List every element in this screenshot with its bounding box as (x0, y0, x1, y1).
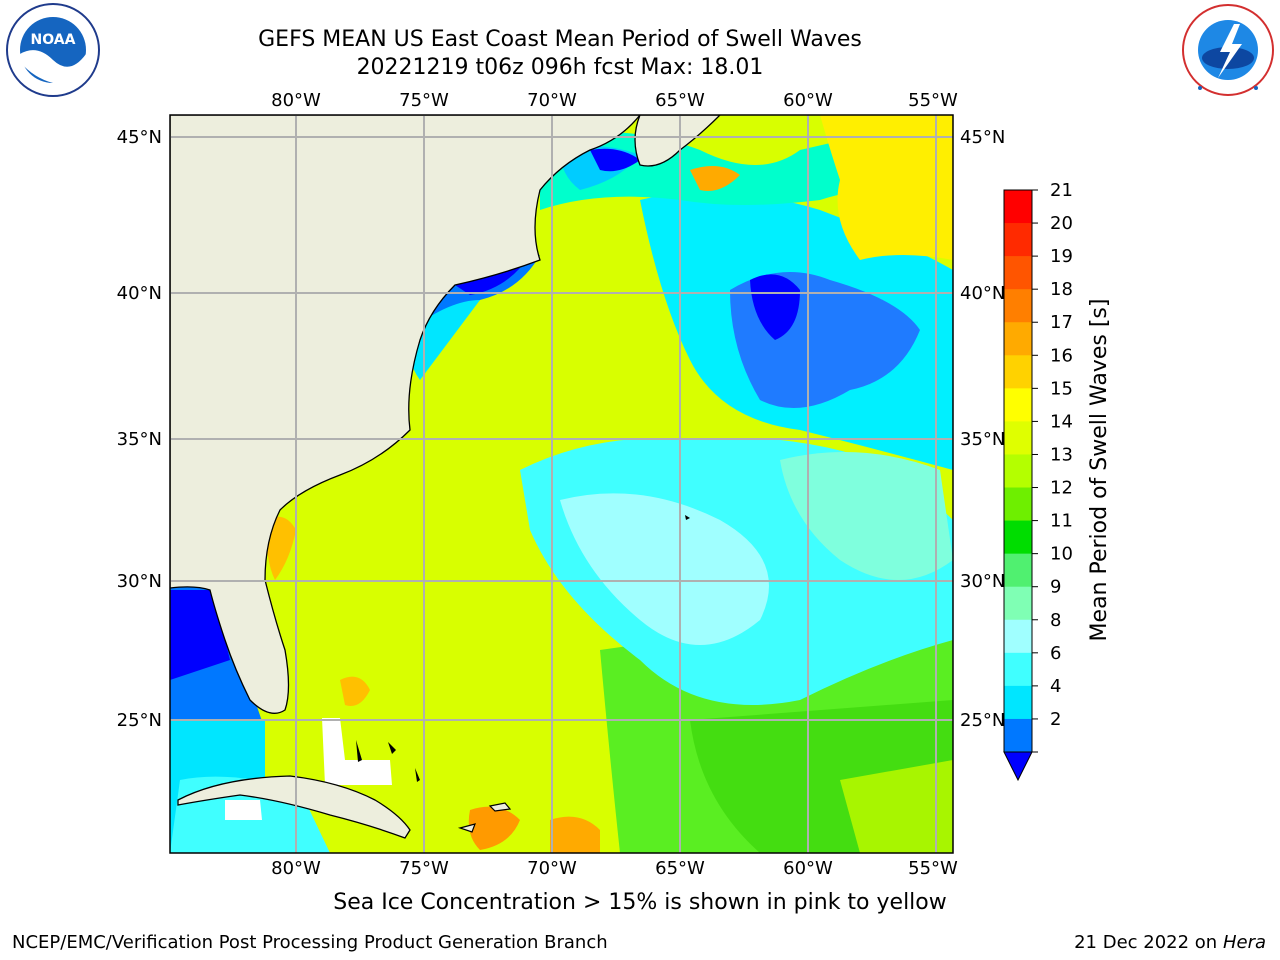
colorbar-tick-label: 17 (1050, 312, 1073, 333)
lat-tick-right: 45°N (960, 127, 1005, 148)
colorbar-tick-label: 8 (1050, 610, 1061, 631)
colorbar-segment (1004, 355, 1032, 389)
colorbar-segment (1004, 421, 1032, 455)
lon-tick-bottom: 75°W (399, 858, 449, 879)
colorbar-segment (1004, 454, 1032, 489)
lat-tick-right: 35°N (960, 429, 1005, 450)
credit-host: Hera (1222, 932, 1266, 953)
colorbar-tick-label: 10 (1050, 544, 1073, 565)
chart-title: GEFS MEAN US East Coast Mean Period of S… (258, 27, 862, 52)
colorbar-tick-label: 19 (1050, 246, 1073, 267)
credit-branch: NCEP/EMC/Verification Post Processing Pr… (12, 932, 608, 953)
colorbar-tick-label: 6 (1050, 643, 1061, 664)
colorbar-tick-label: 15 (1050, 378, 1073, 399)
lon-tick-top: 55°W (908, 90, 958, 111)
colorbar-segment (1004, 388, 1032, 422)
lon-tick-bottom: 70°W (527, 858, 577, 879)
lat-tick-right: 40°N (960, 283, 1005, 304)
landmass (170, 115, 721, 839)
colorbar-segment (1004, 553, 1032, 588)
colorbar-segment (1004, 487, 1032, 522)
colorbar-segment (1004, 718, 1032, 753)
lat-ticks-left: 45°N 40°N 35°N 30°N 25°N (117, 127, 162, 731)
colorbar-segment (1004, 685, 1032, 720)
colorbar-tick-label: 2 (1050, 709, 1061, 730)
credit-date: 21 Dec 2022 on Hera (1074, 932, 1266, 953)
lon-tick-bottom: 55°W (908, 858, 958, 879)
colorbar-extend-arrow (1003, 751, 1033, 782)
noaa-logo: NOAA (6, 3, 100, 97)
credit-date-text: 21 Dec 2022 on (1074, 932, 1218, 953)
lon-tick-top: 60°W (783, 90, 833, 111)
chart-subtitle: 20221219 t06z 096h fcst Max: 18.01 (356, 55, 764, 80)
lon-ticks-bottom: 80°W 75°W 70°W 65°W 60°W 55°W (271, 858, 958, 879)
colorbar-tick-label: 12 (1050, 478, 1073, 499)
colorbar-tick-label: 9 (1050, 577, 1061, 598)
colorbar-tick-label: 16 (1050, 345, 1073, 366)
lat-tick-right: 30°N (960, 571, 1005, 592)
lat-tick-left: 40°N (117, 283, 162, 304)
lon-tick-bottom: 60°W (783, 858, 833, 879)
lat-tick-left: 45°N (117, 127, 162, 148)
colorbar-tick-label: 14 (1050, 411, 1073, 432)
graticule (170, 115, 953, 853)
sea-ice-note: Sea Ice Concentration > 15% is shown in … (333, 890, 947, 915)
colorbar-tick-label: 20 (1050, 213, 1073, 234)
noaa-logo-text: NOAA (31, 32, 76, 48)
colorbar-segment (1004, 256, 1032, 290)
lon-ticks-top: 80°W 75°W 70°W 65°W 60°W 55°W (271, 90, 958, 111)
lat-ticks-right: 45°N 40°N 35°N 30°N 25°N (960, 127, 1005, 731)
colorbar-segment (1004, 322, 1032, 356)
colorbar-segment (1004, 190, 1032, 224)
nws-logo (1182, 4, 1274, 96)
colorbar-tick-label: 18 (1050, 279, 1073, 300)
colorbar-segment (1004, 520, 1032, 555)
colorbar-segment (1004, 223, 1032, 257)
lat-tick-left: 25°N (117, 710, 162, 731)
lat-tick-left: 30°N (117, 571, 162, 592)
lon-tick-bottom: 65°W (655, 858, 705, 879)
colorbar-tick-label: 21 (1050, 180, 1073, 201)
colorbar-frame (1003, 189, 1033, 753)
lon-tick-top: 75°W (399, 90, 449, 111)
lon-tick-bottom: 80°W (271, 858, 321, 879)
colorbar: 21 20 19 18 17 16 15 14 13 12 11 10 9 8 6 4 2 (1003, 180, 1073, 782)
colorbar-segment (1004, 586, 1032, 621)
colorbar-tick-label: 13 (1050, 444, 1073, 465)
colorbar-segment (1004, 619, 1032, 654)
lon-tick-top: 80°W (271, 90, 321, 111)
lat-tick-left: 35°N (117, 429, 162, 450)
lat-tick-right: 25°N (960, 710, 1005, 731)
colorbar-tick-label: 11 (1050, 511, 1073, 532)
colorbar-segment (1004, 289, 1032, 323)
lon-tick-top: 70°W (527, 90, 577, 111)
colorbar-segment (1004, 652, 1032, 687)
colorbar-label: Mean Period of Swell Waves [s] (1087, 299, 1112, 642)
colorbar-tick-label: 4 (1050, 676, 1061, 697)
lon-tick-top: 65°W (655, 90, 705, 111)
map-frame (169, 114, 954, 854)
